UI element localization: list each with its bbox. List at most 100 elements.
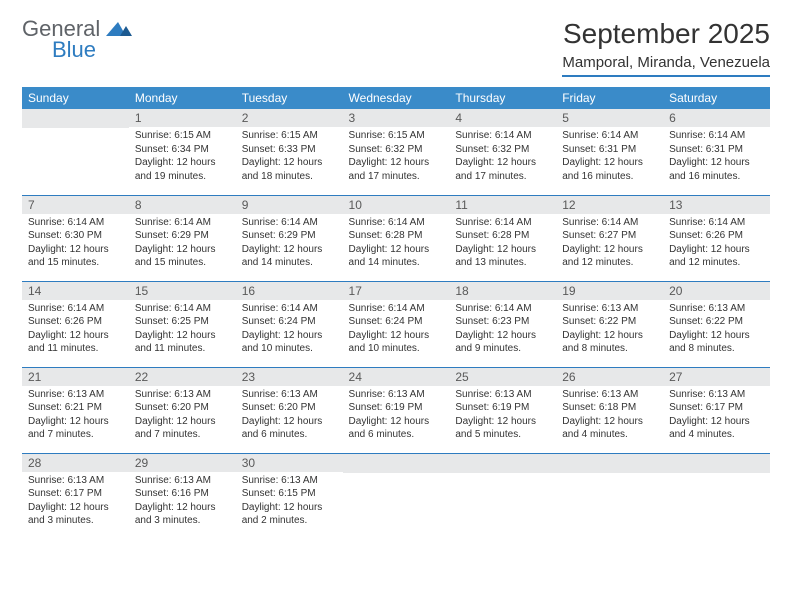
sunrise-text: Sunrise: 6:14 AM	[669, 129, 764, 143]
day-number: 27	[663, 368, 770, 386]
calendar-cell: 15Sunrise: 6:14 AMSunset: 6:25 PMDayligh…	[129, 281, 236, 367]
calendar-row: 14Sunrise: 6:14 AMSunset: 6:26 PMDayligh…	[22, 281, 770, 367]
sunrise-text: Sunrise: 6:14 AM	[455, 129, 550, 143]
daylight-text: Daylight: 12 hours and 6 minutes.	[242, 415, 337, 442]
day-number: 15	[129, 282, 236, 300]
sunrise-text: Sunrise: 6:15 AM	[349, 129, 444, 143]
sunset-text: Sunset: 6:16 PM	[135, 487, 230, 501]
day-number: 8	[129, 196, 236, 214]
day-number: 14	[22, 282, 129, 300]
day-number: 12	[556, 196, 663, 214]
day-details: Sunrise: 6:15 AMSunset: 6:33 PMDaylight:…	[236, 127, 343, 187]
sunset-text: Sunset: 6:32 PM	[455, 143, 550, 157]
sunrise-text: Sunrise: 6:13 AM	[135, 474, 230, 488]
calendar-cell: 5Sunrise: 6:14 AMSunset: 6:31 PMDaylight…	[556, 109, 663, 195]
sunset-text: Sunset: 6:21 PM	[28, 401, 123, 415]
daylight-text: Daylight: 12 hours and 9 minutes.	[455, 329, 550, 356]
day-details: Sunrise: 6:14 AMSunset: 6:29 PMDaylight:…	[129, 214, 236, 274]
day-details: Sunrise: 6:14 AMSunset: 6:24 PMDaylight:…	[343, 300, 450, 360]
day-number: 18	[449, 282, 556, 300]
day-details: Sunrise: 6:13 AMSunset: 6:21 PMDaylight:…	[22, 386, 129, 446]
day-number	[22, 109, 129, 128]
sunrise-text: Sunrise: 6:14 AM	[669, 216, 764, 230]
sunset-text: Sunset: 6:20 PM	[135, 401, 230, 415]
calendar-body: 1Sunrise: 6:15 AMSunset: 6:34 PMDaylight…	[22, 109, 770, 539]
month-title: September 2025	[562, 18, 770, 50]
daylight-text: Daylight: 12 hours and 14 minutes.	[242, 243, 337, 270]
day-details: Sunrise: 6:14 AMSunset: 6:28 PMDaylight:…	[343, 214, 450, 274]
day-details: Sunrise: 6:14 AMSunset: 6:30 PMDaylight:…	[22, 214, 129, 274]
day-details: Sunrise: 6:13 AMSunset: 6:17 PMDaylight:…	[663, 386, 770, 446]
day-details: Sunrise: 6:14 AMSunset: 6:26 PMDaylight:…	[22, 300, 129, 360]
day-number: 4	[449, 109, 556, 127]
day-number: 11	[449, 196, 556, 214]
logo: General Blue	[22, 18, 132, 61]
sunrise-text: Sunrise: 6:14 AM	[562, 216, 657, 230]
sunrise-text: Sunrise: 6:14 AM	[242, 302, 337, 316]
calendar-cell: 29Sunrise: 6:13 AMSunset: 6:16 PMDayligh…	[129, 453, 236, 539]
sunset-text: Sunset: 6:29 PM	[135, 229, 230, 243]
day-number: 26	[556, 368, 663, 386]
sunrise-text: Sunrise: 6:14 AM	[455, 302, 550, 316]
sunrise-text: Sunrise: 6:13 AM	[242, 474, 337, 488]
daylight-text: Daylight: 12 hours and 16 minutes.	[562, 156, 657, 183]
sunrise-text: Sunrise: 6:14 AM	[455, 216, 550, 230]
sunrise-text: Sunrise: 6:14 AM	[349, 216, 444, 230]
calendar-cell: 22Sunrise: 6:13 AMSunset: 6:20 PMDayligh…	[129, 367, 236, 453]
day-details: Sunrise: 6:15 AMSunset: 6:34 PMDaylight:…	[129, 127, 236, 187]
day-number: 21	[22, 368, 129, 386]
day-details: Sunrise: 6:14 AMSunset: 6:25 PMDaylight:…	[129, 300, 236, 360]
day-number: 2	[236, 109, 343, 127]
sunrise-text: Sunrise: 6:14 AM	[135, 302, 230, 316]
sunset-text: Sunset: 6:29 PM	[242, 229, 337, 243]
sunrise-text: Sunrise: 6:13 AM	[28, 474, 123, 488]
calendar-row: 28Sunrise: 6:13 AMSunset: 6:17 PMDayligh…	[22, 453, 770, 539]
daylight-text: Daylight: 12 hours and 6 minutes.	[349, 415, 444, 442]
weekday-header: Saturday	[663, 87, 770, 109]
day-number: 13	[663, 196, 770, 214]
weekday-header: Monday	[129, 87, 236, 109]
day-details: Sunrise: 6:13 AMSunset: 6:16 PMDaylight:…	[129, 472, 236, 532]
calendar-cell: 8Sunrise: 6:14 AMSunset: 6:29 PMDaylight…	[129, 195, 236, 281]
day-details: Sunrise: 6:14 AMSunset: 6:31 PMDaylight:…	[556, 127, 663, 187]
location-label: Mamporal, Miranda, Venezuela	[562, 54, 770, 77]
day-number: 25	[449, 368, 556, 386]
daylight-text: Daylight: 12 hours and 17 minutes.	[455, 156, 550, 183]
calendar-cell: 12Sunrise: 6:14 AMSunset: 6:27 PMDayligh…	[556, 195, 663, 281]
calendar-cell: 27Sunrise: 6:13 AMSunset: 6:17 PMDayligh…	[663, 367, 770, 453]
day-number: 5	[556, 109, 663, 127]
daylight-text: Daylight: 12 hours and 15 minutes.	[135, 243, 230, 270]
sunset-text: Sunset: 6:23 PM	[455, 315, 550, 329]
day-details: Sunrise: 6:13 AMSunset: 6:17 PMDaylight:…	[22, 472, 129, 532]
sunrise-text: Sunrise: 6:14 AM	[28, 302, 123, 316]
day-details: Sunrise: 6:14 AMSunset: 6:26 PMDaylight:…	[663, 214, 770, 274]
calendar-cell: 2Sunrise: 6:15 AMSunset: 6:33 PMDaylight…	[236, 109, 343, 195]
day-number: 16	[236, 282, 343, 300]
logo-triangle-icon	[106, 18, 132, 36]
daylight-text: Daylight: 12 hours and 14 minutes.	[349, 243, 444, 270]
day-number: 6	[663, 109, 770, 127]
day-details: Sunrise: 6:14 AMSunset: 6:28 PMDaylight:…	[449, 214, 556, 274]
day-details: Sunrise: 6:14 AMSunset: 6:27 PMDaylight:…	[556, 214, 663, 274]
calendar-row: 7Sunrise: 6:14 AMSunset: 6:30 PMDaylight…	[22, 195, 770, 281]
day-details: Sunrise: 6:13 AMSunset: 6:15 PMDaylight:…	[236, 472, 343, 532]
day-number: 28	[22, 454, 129, 472]
sunset-text: Sunset: 6:22 PM	[562, 315, 657, 329]
weekday-header: Friday	[556, 87, 663, 109]
day-number	[449, 454, 556, 473]
daylight-text: Daylight: 12 hours and 7 minutes.	[28, 415, 123, 442]
day-number: 23	[236, 368, 343, 386]
sunrise-text: Sunrise: 6:14 AM	[562, 129, 657, 143]
sunset-text: Sunset: 6:24 PM	[242, 315, 337, 329]
daylight-text: Daylight: 12 hours and 11 minutes.	[135, 329, 230, 356]
day-number: 29	[129, 454, 236, 472]
daylight-text: Daylight: 12 hours and 15 minutes.	[28, 243, 123, 270]
weekday-header: Sunday	[22, 87, 129, 109]
calendar-cell: 21Sunrise: 6:13 AMSunset: 6:21 PMDayligh…	[22, 367, 129, 453]
day-details: Sunrise: 6:14 AMSunset: 6:23 PMDaylight:…	[449, 300, 556, 360]
daylight-text: Daylight: 12 hours and 3 minutes.	[135, 501, 230, 528]
sunrise-text: Sunrise: 6:15 AM	[135, 129, 230, 143]
calendar-cell: 20Sunrise: 6:13 AMSunset: 6:22 PMDayligh…	[663, 281, 770, 367]
calendar-row: 21Sunrise: 6:13 AMSunset: 6:21 PMDayligh…	[22, 367, 770, 453]
logo-text: General Blue	[22, 18, 132, 61]
